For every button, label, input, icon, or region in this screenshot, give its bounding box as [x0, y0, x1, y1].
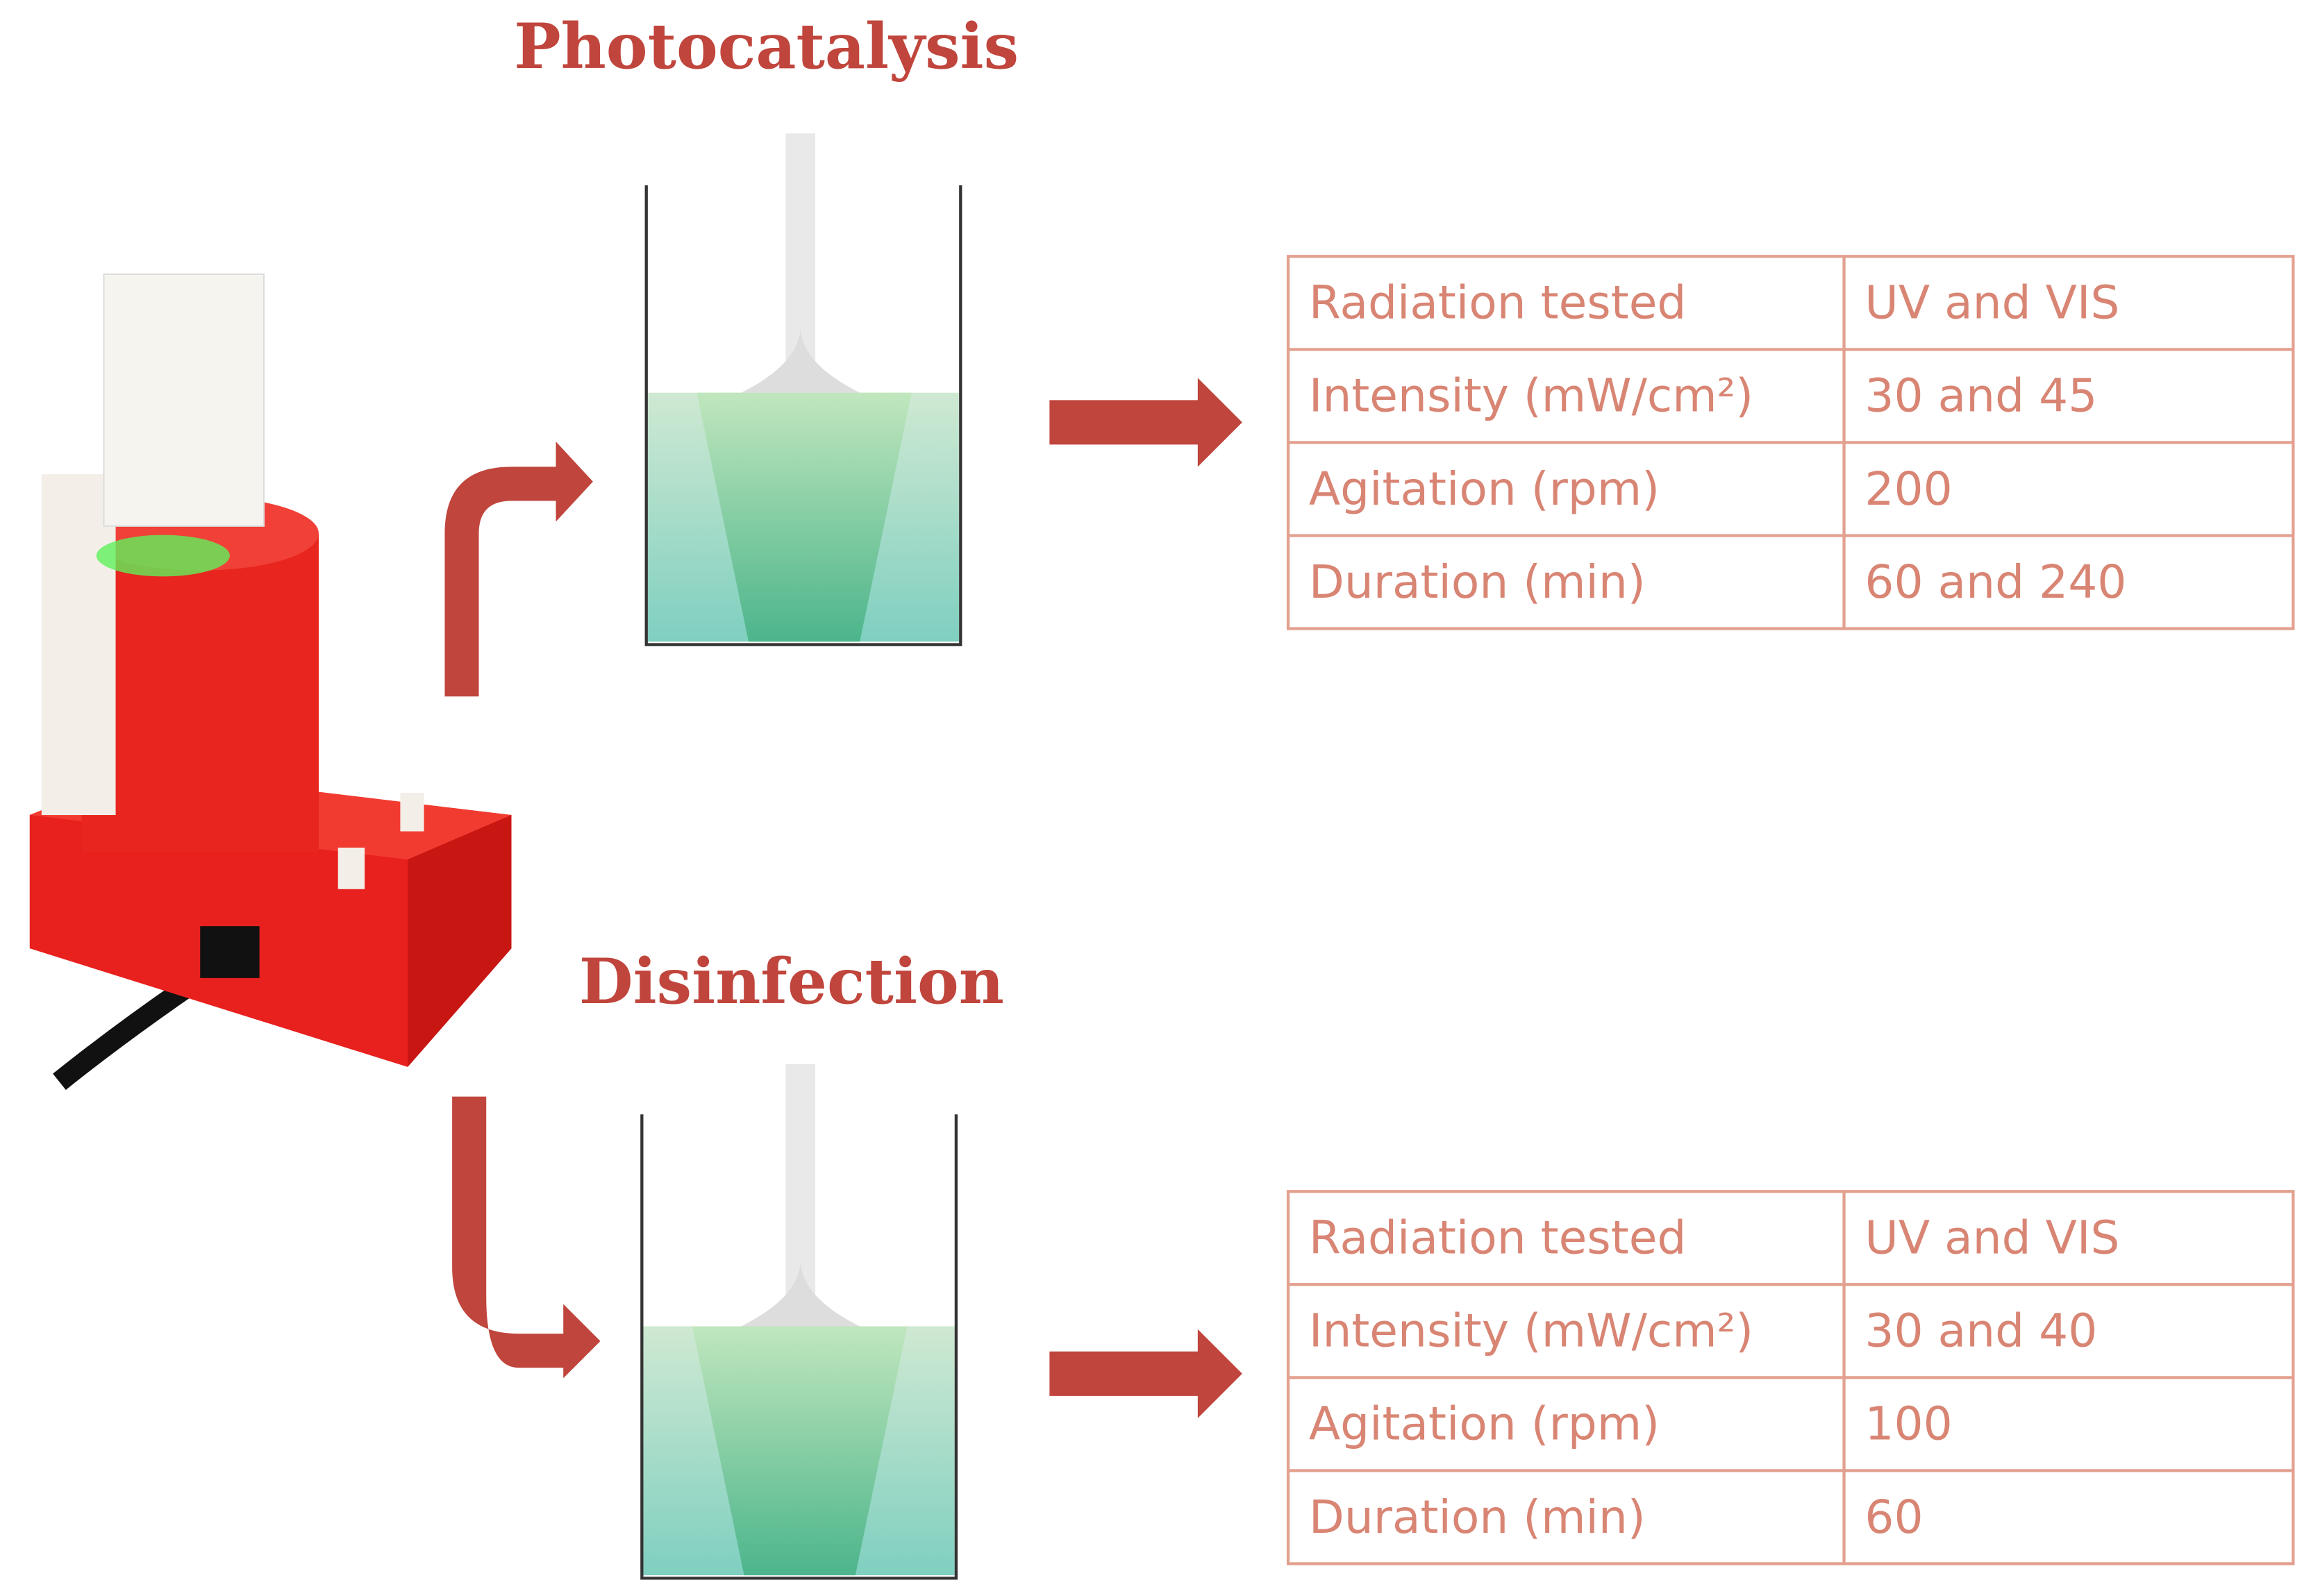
table-value: 60 and 240	[1864, 555, 2126, 609]
table-label: Intensity (mW/cm²)	[1309, 1304, 1753, 1358]
table-value: 200	[1864, 462, 1952, 516]
table-label: Radiation tested	[1309, 1211, 1686, 1265]
table-label: Agitation (rpm)	[1309, 1397, 1660, 1451]
table-value: UV and VIS	[1864, 276, 2119, 330]
beaker-photocatalysis	[644, 133, 962, 646]
table-value: 30 and 40	[1864, 1304, 2097, 1358]
tables: Radiation tested UV and VIS Intensity (mW/…	[1286, 255, 2295, 1565]
table-label: Duration (min)	[1309, 1490, 1646, 1544]
table-value: 100	[1864, 1397, 1952, 1451]
table-value: 30 and 45	[1864, 369, 2097, 423]
table-label: Duration (min)	[1309, 555, 1646, 609]
table-label: Intensity (mW/cm²)	[1309, 369, 1753, 423]
reactor-device	[29, 273, 512, 1090]
section-title: Photocatalysis	[514, 10, 1019, 83]
table-label: Radiation tested	[1309, 276, 1686, 330]
section-title: Disinfection	[579, 946, 1004, 1018]
table-value: UV and VIS	[1864, 1211, 2119, 1265]
beaker-disinfection	[640, 1064, 958, 1580]
table-label: Agitation (rpm)	[1309, 462, 1660, 516]
table-value: 60	[1864, 1490, 1923, 1544]
